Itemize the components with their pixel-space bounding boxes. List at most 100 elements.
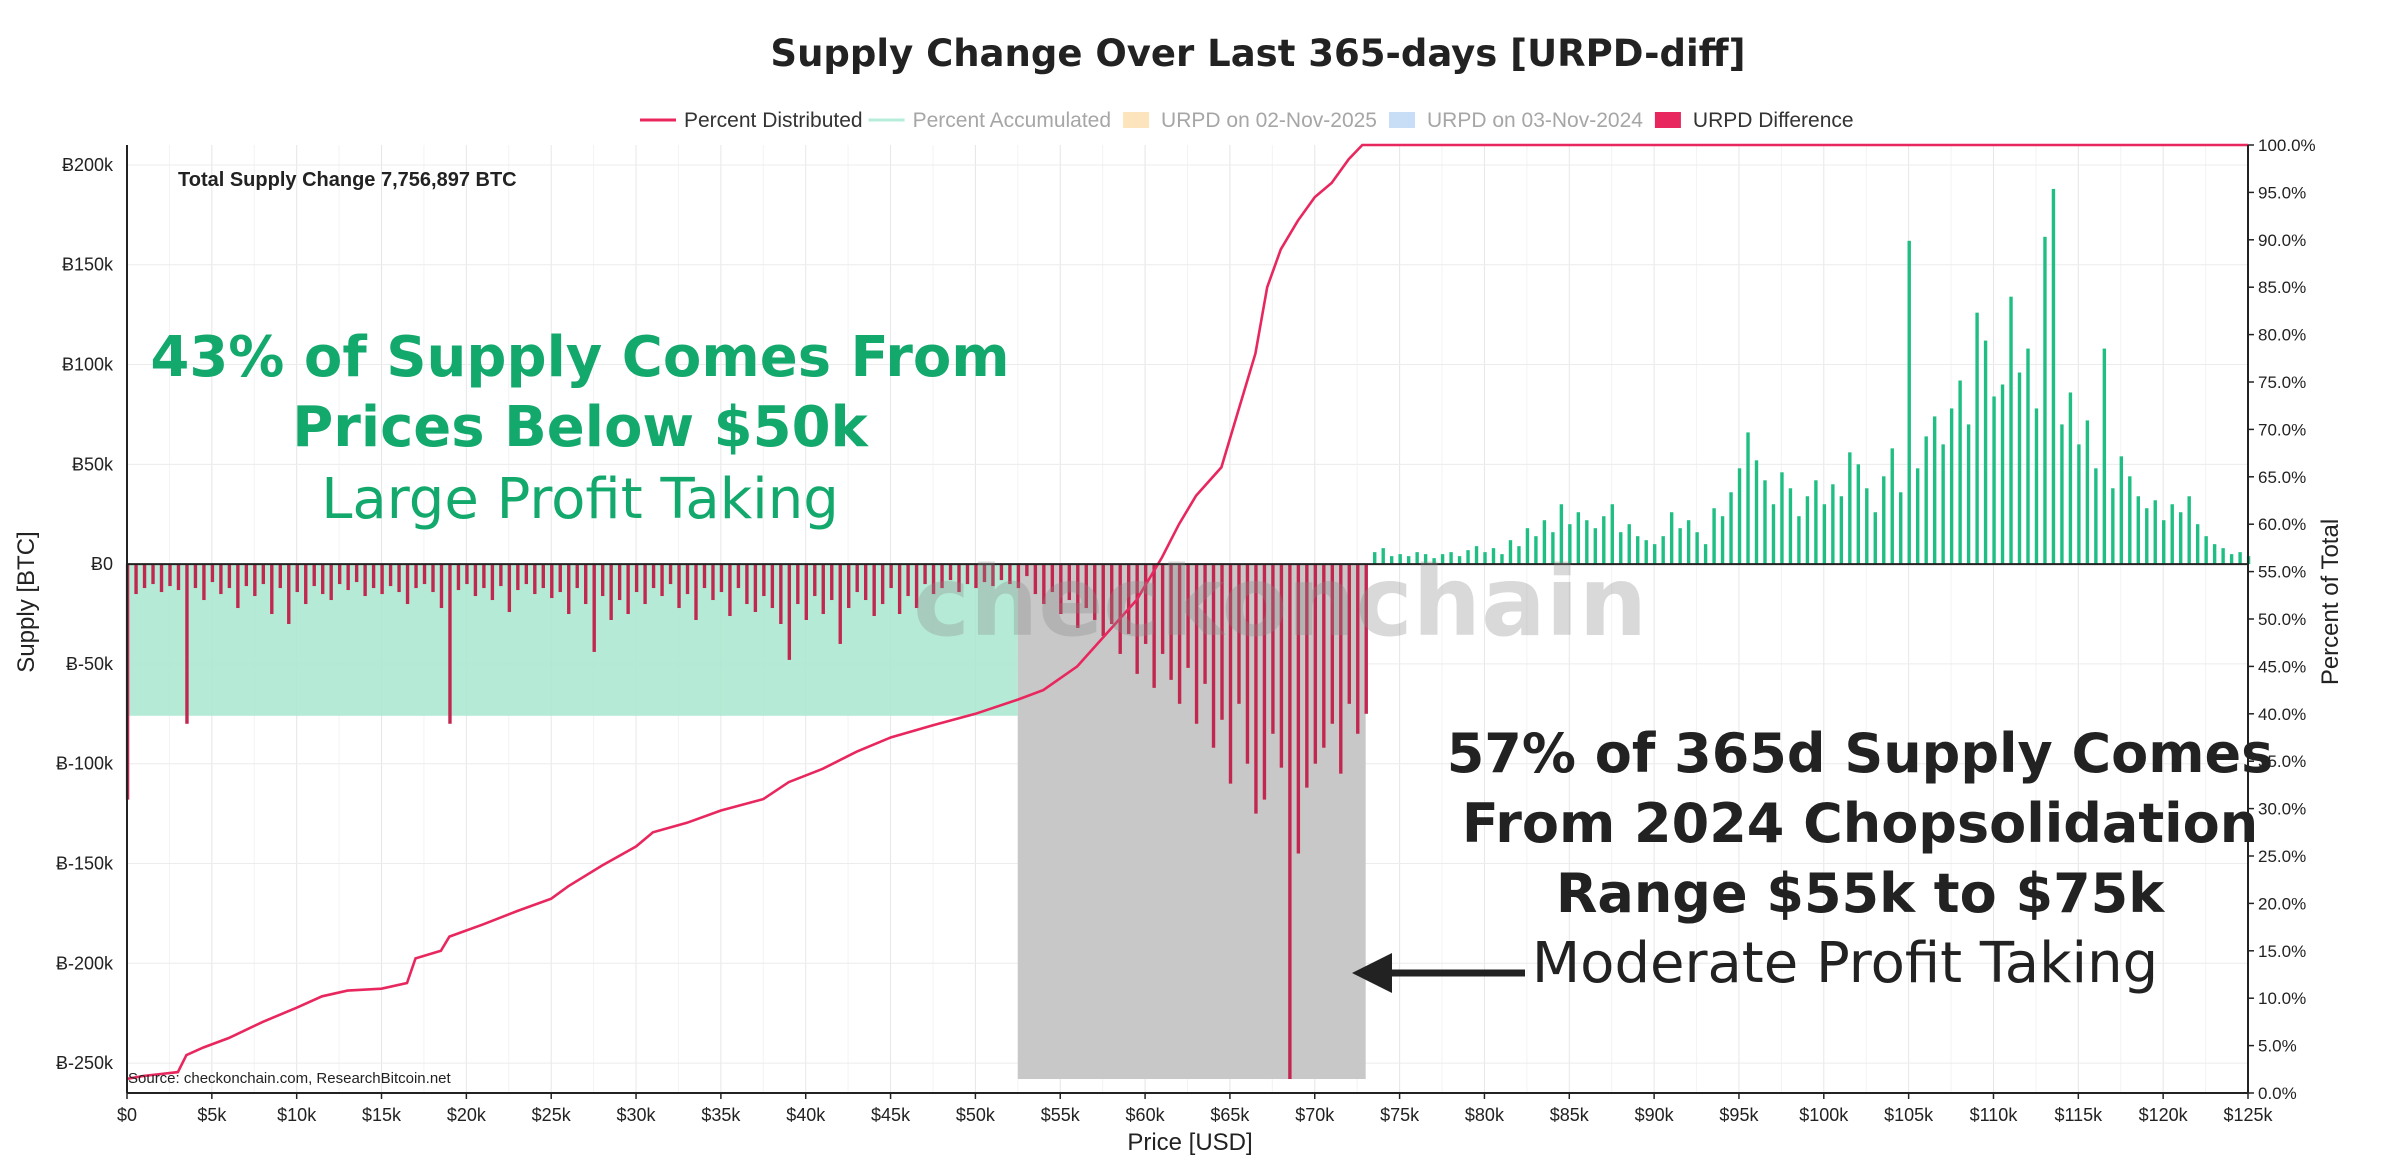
urpd-diff-bar (1059, 564, 1063, 615)
urpd-diff-bar (2162, 520, 2166, 565)
urpd-diff-bar (448, 564, 452, 724)
urpd-diff-bar (1339, 564, 1343, 774)
urpd-diff-bar (1669, 512, 1674, 565)
urpd-diff-bar (965, 564, 970, 585)
urpd-diff-bar (1585, 520, 1589, 565)
urpd-diff-bar (1805, 496, 1810, 565)
chart-title: Supply Change Over Last 365-days [URPD-d… (770, 32, 1745, 75)
urpd-diff-bar (991, 564, 995, 587)
legend-label: Percent Accumulated (913, 109, 1111, 132)
legend-item: Percent Accumulated (868, 109, 1111, 132)
urpd-diff-bar (1398, 554, 1402, 565)
urpd-diff-bar (185, 564, 189, 724)
urpd-diff-bar (507, 564, 512, 613)
urpd-diff-bar (1873, 512, 1877, 565)
urpd-diff-bar (1457, 556, 1462, 565)
urpd-diff-bar (567, 564, 571, 615)
urpd-diff-bar (1067, 564, 1071, 601)
left-heading-line1: 43% of Supply Comes From (150, 325, 1009, 390)
right-heading-line3: Range $55k to $75k (1556, 862, 2165, 925)
y2-tick-label: 70.0% (2258, 420, 2306, 439)
x-tick-label: $40k (786, 1105, 826, 1125)
x-tick-label: $10k (277, 1105, 317, 1125)
urpd-diff-bar (923, 564, 927, 585)
y-tick-label: Ƀ-200k (56, 953, 114, 973)
urpd-diff-bar (643, 564, 647, 605)
legend-bar-swatch (1123, 112, 1150, 128)
left-subheading: Large Profit Taking (321, 467, 839, 532)
urpd-diff-bar (1983, 340, 1988, 565)
urpd-diff-bar (2009, 296, 2013, 565)
urpd-diff-bar (1661, 536, 1665, 565)
urpd-diff-bar (668, 564, 673, 585)
y2-tick-label: 15.0% (2258, 942, 2306, 961)
watermark-text: checkonchain (913, 546, 1647, 658)
urpd-diff-bar (2204, 536, 2208, 565)
urpd-diff-bar (736, 564, 741, 589)
urpd-diff-bar (380, 564, 384, 595)
urpd-diff-bar (1093, 564, 1097, 620)
urpd-diff-bar (1042, 564, 1046, 605)
urpd-diff-bar (1194, 564, 1199, 724)
y2-tick-label: 55.0% (2258, 563, 2306, 582)
urpd-diff-bar (2060, 424, 2064, 565)
urpd-diff-bar (889, 564, 893, 589)
urpd-diff-bar (304, 564, 308, 605)
urpd-diff-bar (575, 564, 579, 589)
urpd-diff-bar (244, 564, 249, 587)
x-tick-label: $5k (197, 1105, 227, 1125)
urpd-diff-bar (813, 564, 817, 597)
urpd-diff-bar (1406, 556, 1411, 565)
urpd-diff-bar (1771, 504, 1776, 565)
urpd-diff-bar (1288, 564, 1292, 1080)
urpd-diff-bar (1347, 564, 1351, 704)
urpd-diff-bar (482, 564, 486, 589)
x-tick-label: $50k (956, 1105, 996, 1125)
urpd-diff-bar (1432, 558, 1436, 565)
urpd-diff-bar (2145, 508, 2149, 565)
urpd-diff-bar (1474, 546, 1479, 565)
urpd-diff-bar (728, 564, 732, 617)
urpd-diff-bar (2153, 500, 2157, 565)
urpd-diff-bar (1254, 564, 1258, 814)
urpd-diff-bar (1636, 536, 1640, 565)
x-tick-label: $110k (1970, 1105, 2019, 1125)
urpd-diff-bar (1500, 554, 1504, 565)
urpd-diff-bar (1966, 424, 1971, 565)
urpd-diff-bar (388, 564, 393, 587)
urpd-diff-bar (1228, 564, 1233, 784)
urpd-diff-bar (626, 564, 630, 615)
urpd-diff-bar (1160, 564, 1165, 654)
urpd-diff-bar (278, 564, 282, 589)
percent-distributed-line (126, 143, 2248, 1081)
urpd-diff-bar (1143, 564, 1148, 644)
x-tick-label: $35k (701, 1105, 741, 1125)
urpd-diff-bar (159, 564, 164, 593)
urpd-diff-bar (1110, 564, 1114, 624)
y-tick-label: Ƀ0 (91, 554, 113, 574)
urpd-diff-bar (1882, 476, 1886, 565)
urpd-diff-bar (1169, 564, 1173, 680)
urpd-diff-bar (762, 564, 766, 597)
urpd-diff-bar (2195, 524, 2200, 565)
urpd-diff-bar (2111, 488, 2115, 565)
y-tick-label: Ƀ100k (62, 355, 114, 375)
urpd-diff-bar (745, 564, 749, 605)
urpd-diff-bar (2034, 408, 2039, 565)
urpd-diff-bar (1381, 548, 1385, 565)
source-note: Source: checkonchain.com, ResearchBitcoi… (128, 1070, 452, 1087)
urpd-diff-bar (677, 564, 681, 609)
urpd-diff-bar (1016, 564, 1021, 589)
urpd-diff-bar (1203, 564, 1207, 684)
urpd-diff-bar (2026, 348, 2030, 565)
urpd-diff-bars (125, 188, 2251, 1080)
urpd-diff-bar (2170, 504, 2174, 565)
urpd-diff-bar (422, 564, 427, 585)
chart-legend: Percent Distributed Percent Accumulated UR… (640, 109, 1854, 132)
x-tick-label: $70k (1295, 1105, 1335, 1125)
y2-tick-label: 95.0% (2258, 183, 2306, 202)
urpd-diff-bar (2212, 544, 2217, 565)
urpd-diff-bar (202, 564, 206, 601)
urpd-diff-bar (1780, 472, 1784, 565)
